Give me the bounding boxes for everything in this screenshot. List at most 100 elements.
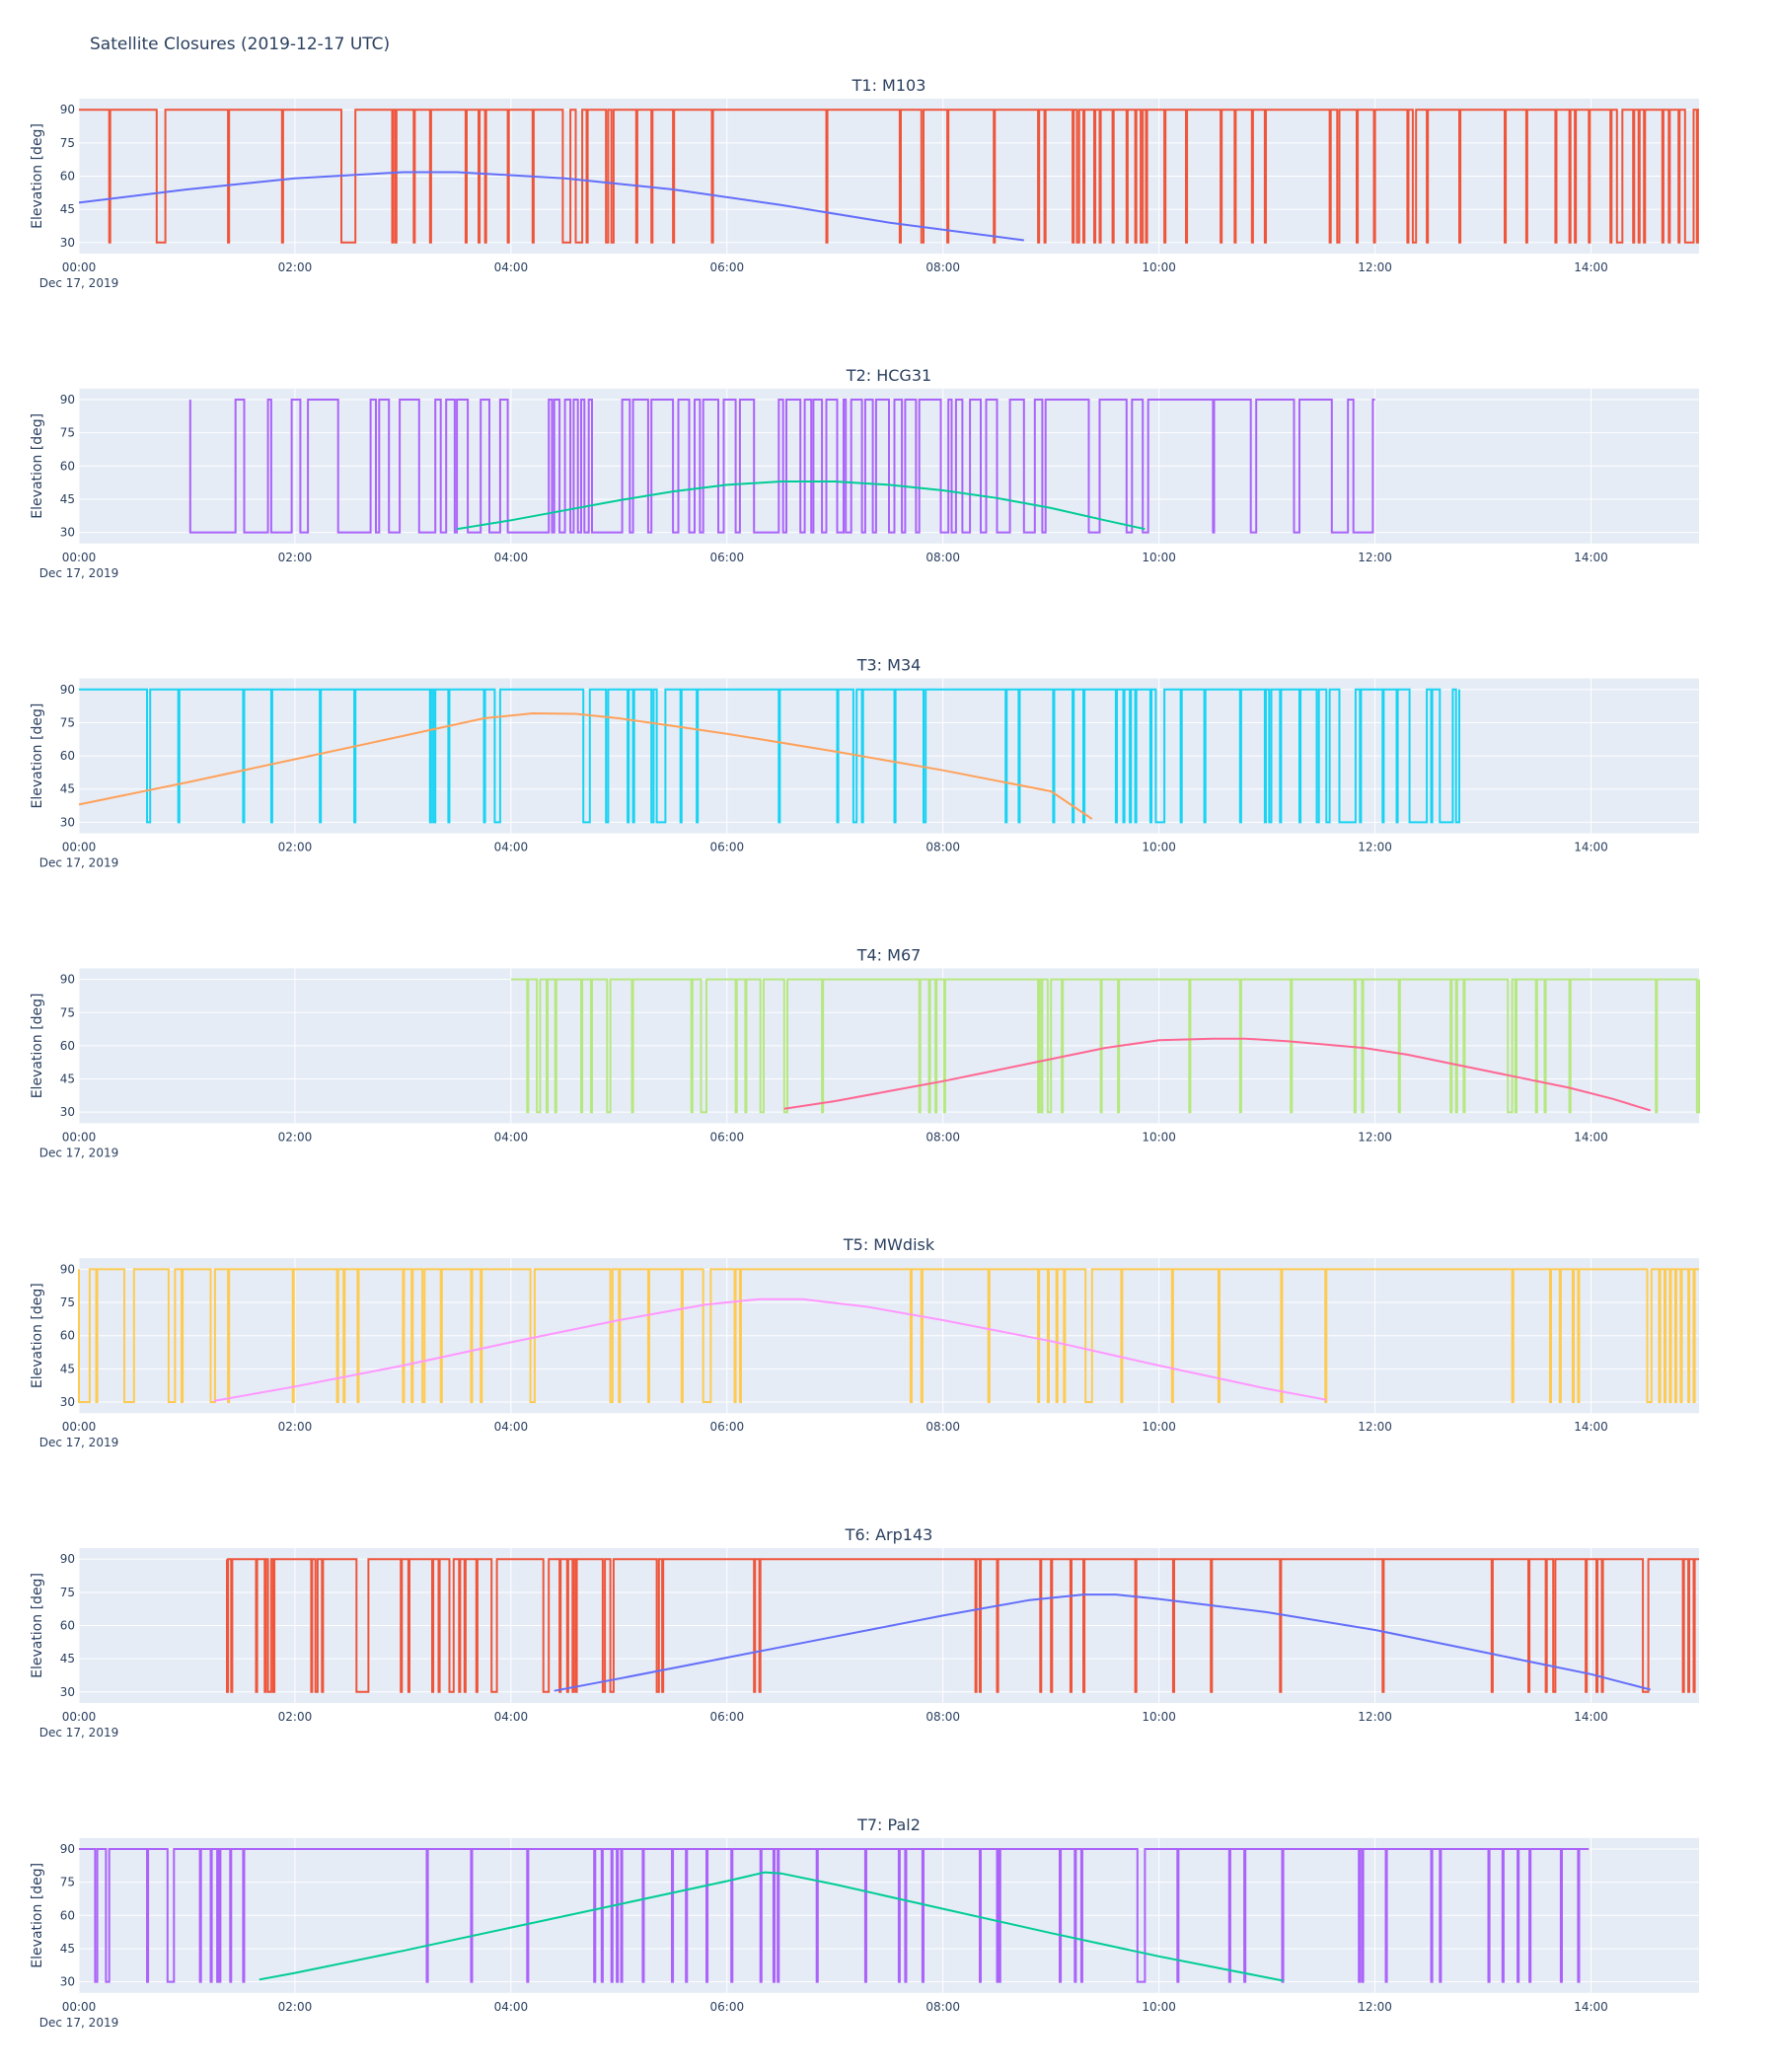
subplot-1: 00:00 02:00 04:00 06:00 08:00 10:00 12:00 14:00… (30, 76, 1699, 290)
y-tick-label: 60 (60, 1619, 75, 1633)
closure-series-line (188, 399, 1375, 534)
subplot-2: 00:00 02:00 04:00 06:00 08:00 10:00 12:00 14:00… (30, 366, 1699, 580)
x-tick-label: 14:00 (1574, 841, 1608, 854)
y-tick-label: 90 (60, 1552, 75, 1566)
x-date-label: Dec 17, 2019 (39, 856, 118, 870)
x-tick-label: 04:00 (494, 260, 529, 274)
x-tick-label: 06:00 (710, 551, 745, 564)
y-tick-label: 60 (60, 459, 75, 473)
y-tick-label: 75 (60, 426, 75, 440)
x-tick-label: 10:00 (1142, 1130, 1176, 1144)
x-tick-label: 04:00 (494, 2000, 529, 2014)
y-tick-label: 60 (60, 1039, 75, 1053)
x-tick-label: 12:00 (1358, 551, 1392, 564)
y-tick-label: 30 (60, 1685, 75, 1699)
x-date-label: Dec 17, 2019 (39, 566, 118, 580)
closure-series-line (226, 1558, 1699, 1693)
x-date-label: Dec 17, 2019 (39, 1726, 118, 1739)
y-tick-label: 75 (60, 136, 75, 150)
x-date-label: Dec 17, 2019 (39, 1146, 118, 1159)
x-tick-label: 02:00 (278, 841, 313, 854)
y-tick-label: 90 (60, 393, 75, 407)
elevation-series-line (554, 1593, 1651, 1692)
x-tick-label: 08:00 (925, 1420, 960, 1434)
closure-series-line (510, 978, 1700, 1114)
x-tick-label: 04:00 (494, 841, 529, 854)
x-tick-label: 02:00 (278, 260, 313, 274)
x-tick-label: 14:00 (1574, 2000, 1608, 2014)
y-axis-label: Elevation [deg] (30, 703, 45, 809)
y-tick-label: 75 (60, 1005, 75, 1019)
x-tick-label: 04:00 (494, 1420, 529, 1434)
y-tick-label: 30 (60, 1105, 75, 1119)
subplot-7: 00:00 02:00 04:00 06:00 08:00 10:00 12:00 14:00… (30, 1815, 1699, 2030)
x-tick-label: 10:00 (1142, 1710, 1176, 1724)
x-tick-label: 06:00 (710, 841, 745, 854)
y-axis-label: Elevation [deg] (30, 994, 45, 1099)
closure-series-line (78, 1268, 1699, 1403)
y-tick-label: 45 (60, 1942, 75, 1956)
x-tick-label: 10:00 (1142, 2000, 1176, 2014)
x-tick-label: 00:00 (62, 2000, 97, 2014)
y-tick-label: 45 (60, 1652, 75, 1665)
subplot-title: T3: M34 (856, 656, 922, 675)
x-tick-label: 08:00 (925, 1130, 960, 1144)
y-tick-label: 45 (60, 1073, 75, 1086)
x-date-label: Dec 17, 2019 (39, 276, 118, 290)
x-tick-label: 08:00 (925, 2000, 960, 2014)
x-tick-label: 14:00 (1574, 551, 1608, 564)
elevation-series-line (783, 1037, 1651, 1112)
x-tick-label: 12:00 (1358, 841, 1392, 854)
subplot-title: T4: M67 (856, 945, 922, 964)
x-tick-label: 08:00 (925, 551, 960, 564)
x-date-label: Dec 17, 2019 (39, 2016, 118, 2030)
y-tick-label: 30 (60, 815, 75, 829)
y-tick-label: 90 (60, 973, 75, 987)
x-tick-label: 08:00 (925, 841, 960, 854)
x-tick-label: 00:00 (62, 1130, 97, 1144)
y-tick-label: 30 (60, 1395, 75, 1409)
x-tick-label: 06:00 (710, 1130, 745, 1144)
y-tick-label: 75 (60, 715, 75, 729)
x-tick-label: 00:00 (62, 1710, 97, 1724)
subplot-title: T7: Pal2 (856, 1815, 921, 1834)
subplot-title: T6: Arp143 (845, 1525, 933, 1544)
y-tick-label: 75 (60, 1295, 75, 1309)
x-tick-label: 08:00 (925, 1710, 960, 1724)
chart-title: Satellite Closures (2019-12-17 UTC) (90, 35, 390, 54)
x-tick-label: 12:00 (1358, 2000, 1392, 2014)
y-tick-label: 90 (60, 1842, 75, 1856)
closure-series-line (79, 688, 1460, 824)
y-tick-label: 60 (60, 749, 75, 763)
y-tick-label: 90 (60, 1262, 75, 1276)
y-tick-label: 75 (60, 1586, 75, 1599)
y-tick-label: 60 (60, 1329, 75, 1343)
x-tick-label: 14:00 (1574, 1420, 1608, 1434)
closure-series-line (79, 1848, 1590, 1983)
elevation-series-line (213, 1297, 1327, 1402)
y-tick-label: 90 (60, 683, 75, 697)
subplot-3: 00:00 02:00 04:00 06:00 08:00 10:00 12:00 14:00… (30, 656, 1699, 870)
x-tick-label: 02:00 (278, 1710, 313, 1724)
x-tick-label: 00:00 (62, 551, 97, 564)
x-tick-label: 12:00 (1358, 260, 1392, 274)
y-tick-label: 30 (60, 526, 75, 540)
x-tick-label: 14:00 (1574, 1710, 1608, 1724)
elevation-series-line (78, 711, 1093, 820)
y-tick-label: 75 (60, 1876, 75, 1889)
x-tick-label: 08:00 (925, 260, 960, 274)
x-tick-label: 00:00 (62, 1420, 97, 1434)
x-tick-label: 06:00 (710, 2000, 745, 2014)
y-tick-label: 60 (60, 1908, 75, 1922)
y-tick-label: 45 (60, 1362, 75, 1375)
x-tick-label: 04:00 (494, 551, 529, 564)
y-axis-label: Elevation [deg] (30, 1863, 45, 1968)
x-date-label: Dec 17, 2019 (39, 1436, 118, 1449)
subplot-title: T1: M103 (851, 76, 926, 95)
y-tick-label: 60 (60, 170, 75, 184)
x-tick-label: 06:00 (710, 260, 745, 274)
x-tick-label: 06:00 (710, 1710, 745, 1724)
x-tick-label: 04:00 (494, 1130, 529, 1144)
x-tick-label: 12:00 (1358, 1710, 1392, 1724)
